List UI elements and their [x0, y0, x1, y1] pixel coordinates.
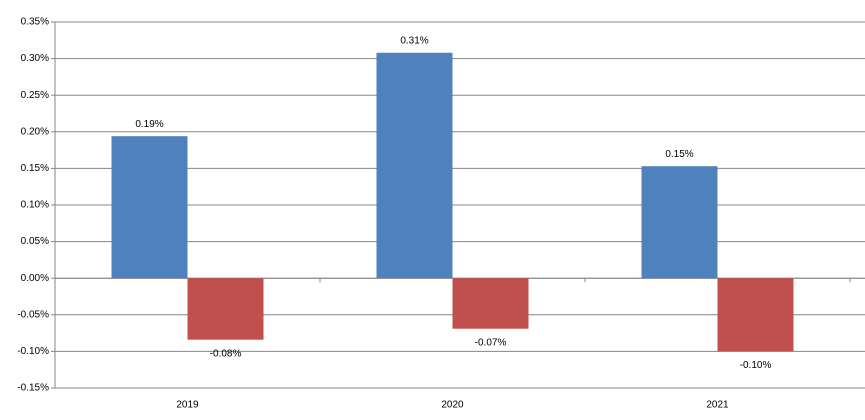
y-tick-label: -0.10%	[17, 346, 49, 357]
bar	[717, 278, 794, 352]
y-tick-label: 0.35%	[21, 17, 49, 28]
data-label: 0.19%	[135, 119, 163, 130]
y-tick-label: -0.05%	[17, 309, 49, 320]
x-tick-label: 2021	[706, 400, 729, 411]
y-tick-label: 0.20%	[21, 126, 49, 137]
y-tick-label: 0.30%	[21, 53, 49, 64]
bar	[641, 166, 718, 279]
y-tick-label: 0.05%	[21, 236, 49, 247]
y-tick-label: 0.25%	[21, 90, 49, 101]
data-label: -0.10%	[740, 360, 772, 371]
bar	[376, 52, 453, 279]
data-label: -0.08%	[210, 348, 242, 359]
x-tick-label: 2019	[176, 400, 199, 411]
bar	[187, 278, 264, 340]
bar	[111, 136, 188, 279]
y-tick-label: 0.10%	[21, 200, 49, 211]
data-label: 0.31%	[400, 35, 428, 46]
x-tick-label: 2020	[441, 400, 464, 411]
y-tick-label: 0.00%	[21, 273, 49, 284]
bar	[452, 278, 529, 329]
y-tick-label: 0.15%	[21, 163, 49, 174]
y-tick-label: -0.15%	[17, 383, 49, 394]
data-label: -0.07%	[475, 337, 507, 348]
data-label: 0.15%	[665, 149, 693, 160]
